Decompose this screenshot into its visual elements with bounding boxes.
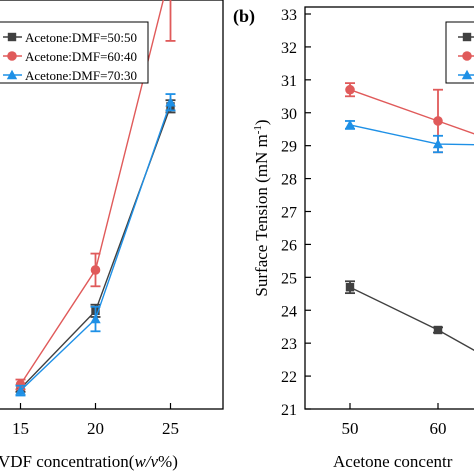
panel-a-frame: [0, 0, 224, 410]
y-label-close: ): [252, 119, 271, 125]
panel-b-ticks: 21 22 23 24 25 26 27 28 29 30 31 32 33 50 60: [281, 7, 447, 438]
data-point: [344, 119, 356, 130]
panel-b: (b) 21 22 23 24 25 26 27 28 29 30 31 32 33 50 60 Surfa…: [233, 6, 474, 471]
panel-a-series: [15, 0, 176, 397]
y-tick-label: 26: [281, 237, 297, 254]
x-tick-label: 60: [430, 419, 447, 438]
panel-b-series: [344, 82, 474, 352]
x-label-suffix: %): [158, 452, 178, 471]
data-point: [432, 138, 444, 149]
panel-b-y-axis-label: Surface Tension (mN m-1): [252, 119, 271, 296]
y-tick-label: 29: [281, 139, 297, 156]
x-tick-label: 15: [12, 419, 29, 438]
y-tick-label: 23: [281, 336, 297, 353]
y-tick-label: 33: [281, 7, 297, 24]
y-tick-label: 21: [281, 402, 297, 419]
y-tick-label: 28: [281, 172, 297, 189]
legend-marker: [7, 51, 17, 61]
x-label-prefix: VDF concentration(: [0, 452, 135, 471]
legend-marker: [6, 69, 18, 80]
y-tick-label: 24: [281, 303, 297, 320]
series-line: [19, 106, 172, 390]
panel-a-legend: Acetone:DMF=50:50 Acetone:DMF=60:40 Aceton…: [0, 21, 149, 84]
panel-a: 15 20 25 Acetone:DMF=50:50 Acetone:DMF=60:4…: [0, 0, 224, 471]
y-tick-label: 25: [281, 270, 297, 287]
legend-label: Acetone:DMF=70:30: [25, 68, 137, 83]
y-tick-label: 32: [281, 40, 297, 57]
x-label-italic: w/v: [134, 452, 158, 471]
legend-label: Acetone:DMF=60:40: [25, 49, 137, 64]
series-line: [349, 286, 474, 352]
data-point: [15, 385, 26, 395]
data-point: [433, 116, 443, 126]
x-tick-label: 25: [162, 419, 179, 438]
data-point: [15, 379, 26, 390]
panel-a-x-ticks: 15 20 25: [12, 403, 179, 438]
data-point: [345, 283, 355, 292]
panel-b-frame: [304, 6, 474, 410]
series-line: [20, 102, 172, 392]
data-point: [433, 325, 443, 335]
panel-a-x-axis-label: VDF concentration(w/v%): [0, 452, 178, 471]
legend-marker: [7, 32, 17, 42]
panel-b-x-axis-label: Acetone concentr: [333, 452, 453, 471]
data-point: [345, 84, 355, 95]
legend-marker: [461, 69, 473, 80]
legend-marker: [462, 32, 472, 42]
y-label-main: Surface Tension (mN m: [252, 134, 271, 296]
series-line: [349, 124, 474, 146]
x-tick-label: 20: [87, 419, 104, 438]
data-point: [90, 313, 101, 324]
series-line: [349, 89, 474, 135]
legend-marker: [462, 51, 472, 61]
panel-b-legend: [445, 21, 474, 84]
legend-box: [0, 21, 149, 84]
y-tick-label: 22: [281, 369, 297, 386]
legend-label: Acetone:DMF=50:50: [25, 30, 137, 45]
y-tick-label: 31: [281, 73, 297, 90]
data-point: [165, 97, 176, 107]
data-point: [90, 265, 101, 275]
x-tick-label: 50: [342, 419, 359, 438]
y-tick-label: 27: [281, 205, 297, 222]
y-label-sup: -1: [252, 125, 264, 134]
panel-b-label: (b): [233, 6, 255, 27]
y-tick-label: 30: [281, 106, 297, 123]
